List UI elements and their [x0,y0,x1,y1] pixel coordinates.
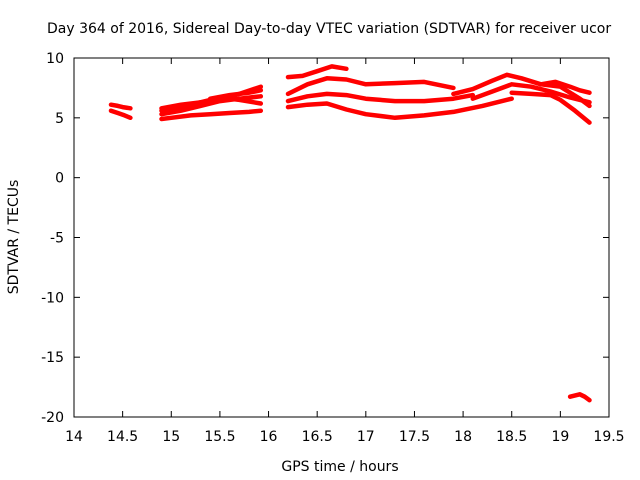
data-series-layer [108,64,592,403]
data-series-arc-7 [207,88,264,101]
plot-frame [73,57,610,418]
data-series-arc-9 [285,76,456,97]
x-tick-label: 17 [357,429,375,445]
x-ticks: 14 14.5 15 15.5 16 16.5 17 17.5 18 18.5 19 19.5 [65,58,625,445]
y-axis-label: SDTVAR / TECUs [6,180,22,295]
data-series-arc-14 [509,90,592,125]
data-series-arc-15 [538,79,592,95]
x-tick-label: 16.5 [302,429,333,445]
y-tick-label: 10 [46,51,64,67]
y-tick-label: -5 [50,231,64,247]
x-tick-label: 19 [551,429,569,445]
x-tick-label: 18 [454,429,472,445]
data-series-arc-8 [285,64,349,80]
x-tick-label: 15 [162,429,180,445]
y-tick-label: 0 [55,171,64,187]
data-series-arc-11 [285,96,514,121]
data-series-arc-2 [108,108,133,121]
data-series-arc-12 [451,72,592,109]
x-tick-label: 14 [65,429,83,445]
x-tick-label: 18.5 [496,429,527,445]
data-series-arc-1 [108,102,133,111]
y-ticks: 10 5 0 -5 -10 -15 -20 [41,51,609,426]
x-tick-label: 16 [260,429,278,445]
y-tick-label: 5 [55,111,64,127]
x-axis-label: GPS time / hours [281,459,398,475]
y-tick-label: -10 [41,290,64,306]
data-series-arc-16 [567,392,592,403]
chart-title: Day 364 of 2016, Sidereal Day-to-day VTE… [47,21,611,37]
x-tick-label: 14.5 [107,429,138,445]
data-series-arc-10 [285,91,476,104]
x-tick-label: 17.5 [399,429,430,445]
data-series-arc-13 [470,82,592,105]
x-tick-label: 19.5 [593,429,624,445]
data-series-arc-3 [159,108,264,122]
y-tick-label: -20 [41,410,64,426]
x-tick-label: 15.5 [204,429,235,445]
y-tick-label: -15 [41,350,64,366]
